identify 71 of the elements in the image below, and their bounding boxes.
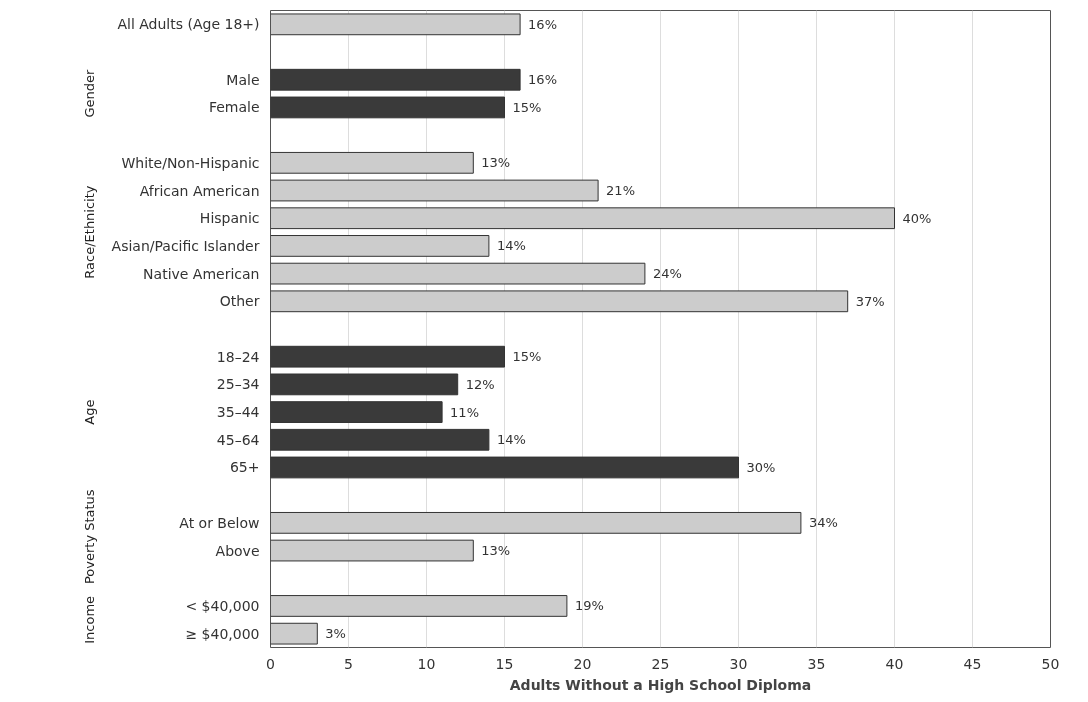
data-label: 21% (606, 183, 636, 199)
y-tick-label: Asian/Pacific Islander (111, 237, 260, 254)
x-tick-label: 15 (495, 655, 514, 672)
data-label: 15% (512, 349, 542, 365)
data-label: 12% (465, 376, 495, 392)
data-label: 3% (325, 626, 346, 642)
y-tick-label: Hispanic (199, 210, 260, 227)
y-tick-label: ≥ $40,000 (185, 625, 260, 642)
bar (270, 235, 490, 257)
y-tick-label: Female (208, 99, 260, 116)
text: Gender (82, 68, 98, 118)
bar (270, 456, 739, 479)
y-tick-label: At or Below (179, 514, 260, 531)
data-label: 15% (512, 99, 542, 115)
bar (270, 401, 443, 423)
x-tick-label: 45 (963, 655, 982, 672)
bar (270, 13, 521, 36)
text: Race/Ethnicity (82, 185, 98, 279)
bar (270, 290, 849, 313)
y-tick-label: All Adults (Age 18+) (117, 16, 260, 33)
x-tick-label: 35 (807, 655, 826, 672)
data-label: 14% (496, 432, 526, 448)
data-label: 24% (652, 266, 682, 282)
bar (270, 345, 505, 368)
y-tick-label: 18–24 (216, 348, 260, 365)
data-label: 16% (528, 16, 558, 32)
y-tick-label: < $40,000 (185, 597, 260, 614)
y-tick-label: 35–44 (216, 404, 260, 421)
data-label: 14% (496, 238, 526, 254)
y-tick-label: 65+ (229, 459, 260, 476)
bar (270, 68, 521, 91)
y-tick-label: White/Non-Hispanic (121, 154, 260, 171)
x-axis-title: Adults Without a High School Diploma (509, 676, 812, 693)
x-tick-label: 40 (885, 655, 904, 672)
data-label: 40% (902, 210, 932, 226)
y-tick-label: Male (226, 71, 260, 88)
text: Income (82, 595, 98, 644)
text: Poverty Status (82, 489, 98, 585)
data-label: 13% (481, 543, 511, 559)
data-label: 34% (808, 515, 838, 531)
x-tick-label: 20 (573, 655, 592, 672)
bar (270, 262, 646, 285)
y-tick-label: 25–34 (216, 376, 260, 393)
y-tick-label: Other (219, 293, 260, 310)
data-label: 37% (855, 293, 885, 309)
bar (270, 96, 505, 119)
bar (270, 595, 568, 617)
x-tick-label: 50 (1041, 655, 1060, 672)
bar (270, 151, 474, 174)
y-tick-label: African American (139, 182, 260, 199)
bar (270, 428, 490, 451)
data-label: 13% (481, 155, 511, 171)
data-label: 19% (574, 598, 604, 614)
x-tick-label: 10 (417, 655, 436, 672)
data-label: 16% (528, 72, 558, 88)
bar (270, 373, 459, 396)
y-tick-label: Above (215, 542, 260, 559)
x-tick-label: 0 (266, 655, 275, 672)
bar (270, 511, 802, 534)
text: Age (82, 399, 98, 425)
x-tick-label: 30 (729, 655, 748, 672)
data-label: 11% (450, 404, 480, 420)
bar (270, 539, 474, 562)
bar (270, 622, 318, 645)
y-tick-label: Native American (143, 265, 260, 282)
y-tick-label: 45–64 (216, 431, 260, 448)
x-tick-label: 25 (651, 655, 670, 672)
bar (270, 179, 599, 202)
x-tick-label: 5 (344, 655, 353, 672)
bar (270, 207, 895, 230)
data-label: 30% (746, 459, 776, 475)
